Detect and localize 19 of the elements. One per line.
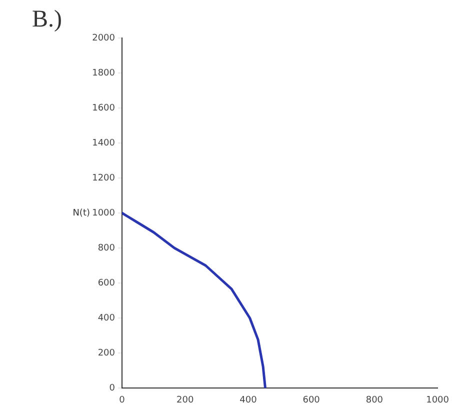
y-axis-title: N(t) <box>72 208 90 218</box>
x-tick-label: 600 <box>302 396 320 406</box>
x-tick-label: 400 <box>240 396 258 406</box>
y-tick-label: 1400 <box>92 138 116 148</box>
y-tick-label: 600 <box>98 278 116 288</box>
y-tick-label: 2000 <box>92 33 116 44</box>
x-tick-label: 800 <box>366 396 384 406</box>
y-tick-label: 1000 <box>92 208 116 218</box>
y-tick-label: 1200 <box>92 173 116 184</box>
x-tick-label: 0 <box>119 396 126 406</box>
y-tick-label: 0 <box>109 383 116 394</box>
y-tick-label: 800 <box>98 243 116 254</box>
y-tick-label: 1800 <box>92 68 116 78</box>
y-tick-label: 1600 <box>92 103 116 114</box>
y-tick-label: 400 <box>98 313 116 324</box>
y-tick-label: 200 <box>98 348 116 358</box>
x-tick-label: 1000 <box>426 396 450 406</box>
chart-title: B.) <box>32 6 62 32</box>
x-tick-label: 200 <box>176 396 194 406</box>
